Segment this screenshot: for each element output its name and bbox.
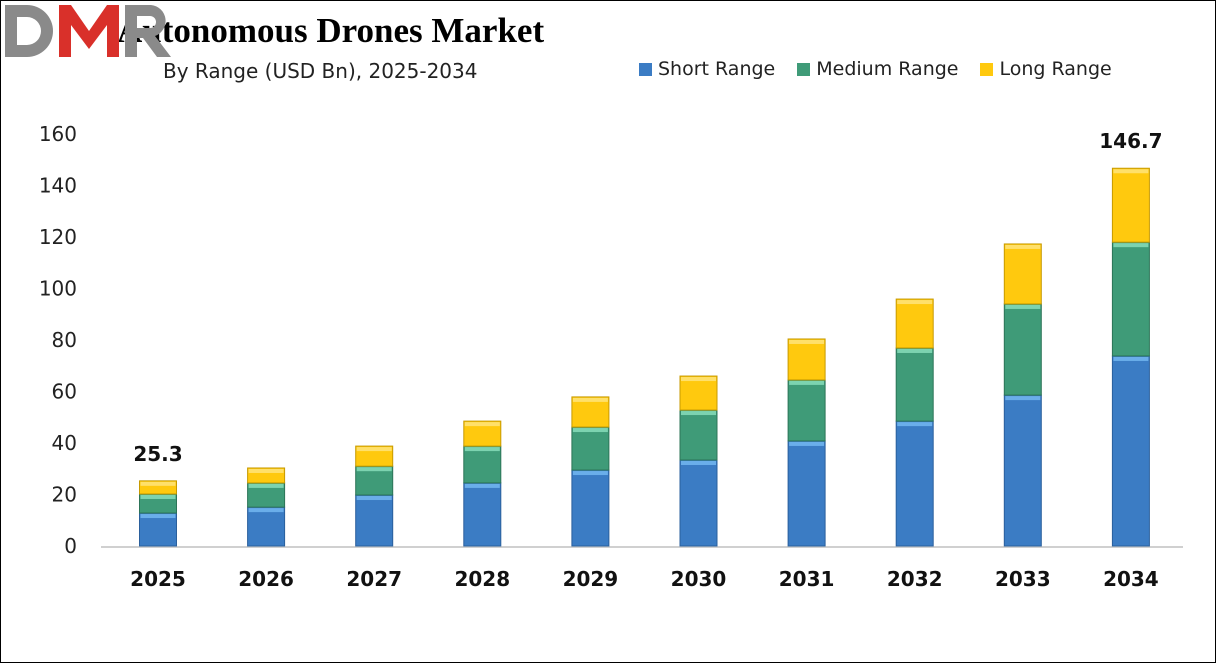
bar-bevel bbox=[897, 300, 933, 305]
bar-segment-medium-range bbox=[463, 445, 502, 484]
bar-bevel bbox=[248, 508, 284, 513]
bar-bevel bbox=[789, 380, 825, 385]
bar-bevel bbox=[897, 422, 933, 427]
bar-bevel bbox=[897, 348, 933, 353]
bar-segment-short-range bbox=[355, 494, 394, 547]
bar-segment-medium-range bbox=[895, 347, 934, 422]
y-tick-label: 20 bbox=[52, 483, 77, 507]
bar-segment-short-range bbox=[787, 440, 826, 547]
bar-bevel bbox=[1113, 243, 1149, 248]
legend: Short Range Medium Range Long Range bbox=[639, 58, 1112, 80]
y-tick-label: 80 bbox=[52, 328, 77, 352]
bar-bevel bbox=[789, 441, 825, 446]
bar-segment-long-range bbox=[571, 396, 610, 428]
bar-bevel bbox=[789, 339, 825, 344]
legend-swatch bbox=[639, 62, 652, 76]
y-tick-label: 40 bbox=[52, 431, 77, 455]
legend-item-medium-range: Medium Range bbox=[797, 58, 958, 80]
bar-bevel bbox=[248, 468, 284, 473]
bar-bevel bbox=[356, 467, 392, 472]
bar-segment-medium-range bbox=[1003, 303, 1042, 396]
bar-segment-short-range bbox=[895, 420, 934, 547]
x-tick-label: 2029 bbox=[563, 567, 619, 591]
x-tick-label: 2031 bbox=[779, 567, 835, 591]
bar-segment-long-range bbox=[679, 375, 718, 411]
bar-bevel bbox=[464, 447, 500, 452]
bar-bevel bbox=[1113, 356, 1149, 361]
legend-swatch bbox=[797, 62, 811, 76]
data-label: 25.3 bbox=[133, 442, 182, 466]
bar-bevel bbox=[1005, 396, 1041, 401]
bar-segment-short-range bbox=[1111, 355, 1150, 547]
bar-segment-long-range bbox=[1003, 243, 1042, 305]
bar-segment-medium-range bbox=[1111, 241, 1150, 357]
bar-bevel bbox=[681, 460, 716, 465]
legend-item-short-range: Short Range bbox=[639, 58, 775, 80]
bar-bevel bbox=[140, 494, 176, 499]
x-tick-label: 2027 bbox=[346, 567, 402, 591]
legend-item-long-range: Long Range bbox=[980, 58, 1112, 80]
bar-bevel bbox=[681, 411, 716, 416]
bar-bevel bbox=[572, 428, 608, 433]
bar-bevel bbox=[464, 422, 500, 427]
bar-bevel bbox=[1113, 169, 1149, 174]
y-tick-label: 160 bbox=[39, 122, 77, 146]
chart-subtitle: By Range (USD Bn), 2025-2034 bbox=[163, 59, 478, 83]
bar-segment-long-range bbox=[787, 338, 826, 381]
bar-bevel bbox=[681, 377, 716, 382]
y-tick-label: 140 bbox=[39, 174, 77, 198]
bar-bevel bbox=[572, 397, 608, 402]
bar-segment-long-range bbox=[895, 298, 934, 349]
chart-title: Autonomous Drones Market bbox=[117, 11, 545, 50]
bar-segment-medium-range bbox=[679, 409, 718, 461]
legend-label: Long Range bbox=[999, 58, 1112, 80]
bar-bevel bbox=[1005, 304, 1041, 309]
legend-label: Short Range bbox=[658, 58, 776, 80]
y-tick-label: 100 bbox=[39, 277, 77, 301]
bar-bevel bbox=[356, 447, 392, 452]
bar-bevel bbox=[248, 483, 284, 488]
bar-bevel bbox=[356, 496, 392, 501]
x-tick-label: 2032 bbox=[887, 567, 943, 591]
bar-bevel bbox=[464, 483, 500, 488]
y-tick-label: 60 bbox=[52, 380, 77, 404]
bar-segment-short-range bbox=[1003, 394, 1042, 547]
x-tick-label: 2028 bbox=[454, 567, 510, 591]
bar-segment-short-range bbox=[679, 459, 718, 547]
data-label: 146.7 bbox=[1099, 129, 1162, 153]
x-tick-label: 2033 bbox=[995, 567, 1051, 591]
x-tick-label: 2030 bbox=[671, 567, 727, 591]
bar-segment-short-range bbox=[247, 506, 286, 547]
bar-bevel bbox=[1005, 244, 1041, 249]
bar-bevel bbox=[572, 471, 608, 476]
bar-segment-short-range bbox=[463, 482, 502, 547]
x-tick-label: 2034 bbox=[1103, 567, 1159, 591]
bar-bevel bbox=[140, 481, 176, 486]
bar-segment-long-range bbox=[1111, 167, 1150, 243]
legend-label: Medium Range bbox=[816, 58, 959, 80]
y-tick-label: 0 bbox=[64, 534, 77, 558]
bar-segment-long-range bbox=[355, 445, 394, 467]
bar-segment-short-range bbox=[139, 512, 177, 547]
bar-bevel bbox=[140, 514, 176, 519]
bar-segment-medium-range bbox=[571, 426, 610, 471]
x-tick-label: 2025 bbox=[130, 567, 186, 591]
dmr-logo bbox=[5, 5, 171, 57]
bar-segment-short-range bbox=[571, 469, 610, 547]
y-tick-label: 120 bbox=[39, 225, 77, 249]
bar-segment-medium-range bbox=[787, 379, 826, 442]
x-tick-label: 2026 bbox=[238, 567, 294, 591]
legend-swatch bbox=[980, 62, 994, 76]
